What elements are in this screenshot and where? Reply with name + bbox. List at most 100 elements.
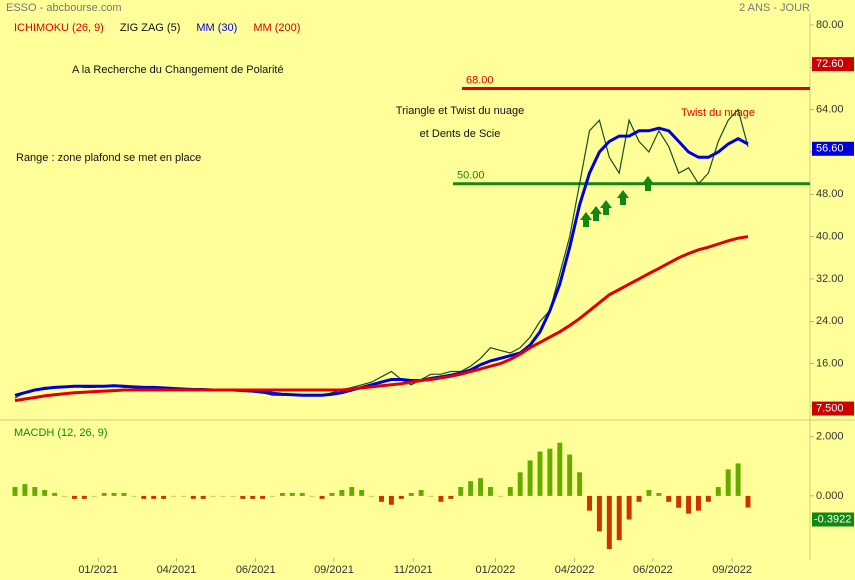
y-tick-label: 16.00	[816, 357, 844, 369]
macd-bar	[587, 495, 592, 511]
macd-bar	[339, 490, 345, 496]
macd-bar	[91, 495, 97, 497]
macd-bar	[101, 492, 107, 496]
macd-bar	[695, 495, 701, 511]
macd-bar	[190, 495, 196, 499]
moving-average	[14, 126, 749, 397]
macd-bar	[646, 490, 652, 496]
chart-subtitle: Range : zone plafond se met en place	[16, 152, 201, 164]
x-tick-label: 09/2021	[314, 564, 354, 576]
x-tick-label: 06/2022	[633, 564, 673, 576]
legend-entry: MM (200)	[253, 22, 300, 34]
axis-value-label: 72.60	[816, 58, 844, 70]
macd-bar	[388, 495, 394, 505]
x-tick-label: 11/2021	[394, 564, 433, 576]
axis-value-box	[812, 57, 854, 72]
axis-value-label: 7.500	[816, 402, 844, 414]
macd-bar	[12, 487, 18, 496]
legend-entry: ZIG ZAG (5)	[120, 22, 181, 34]
macd-bar	[438, 495, 444, 502]
x-tick-label: 09/2022	[712, 564, 752, 576]
macd-bar	[527, 460, 533, 496]
macd-bar	[517, 472, 523, 496]
moving-average	[14, 235, 749, 403]
macd-bar	[260, 495, 266, 499]
macd-bar	[369, 495, 375, 497]
legend-entry: MM (30)	[196, 22, 237, 34]
annotation: et Dents de Scie	[420, 128, 501, 140]
macd-bar	[240, 495, 246, 499]
macd-bar	[507, 487, 513, 496]
macd-bar	[81, 495, 87, 499]
macd-bar	[537, 451, 543, 496]
axis-value-box	[812, 512, 854, 527]
macd-bar	[735, 463, 741, 496]
legend-entry: ICHIMOKU (26, 9)	[14, 22, 104, 34]
macd-bar	[448, 495, 454, 499]
x-tick-label: 04/2022	[555, 564, 595, 576]
y-tick-label: 48.00	[816, 188, 844, 200]
macd-bar	[547, 448, 553, 496]
y-tick-label: 40.00	[816, 231, 844, 243]
macd-bar	[676, 495, 682, 508]
macd-bar	[478, 478, 484, 496]
macd-bar	[141, 495, 147, 499]
macd-bar	[62, 495, 68, 497]
macd-bar	[458, 487, 464, 496]
macd-bar	[349, 487, 355, 496]
x-tick-label: 01/2021	[78, 564, 118, 576]
y-tick-label: 80.00	[816, 19, 844, 31]
macd-bar	[151, 495, 157, 499]
macd-bar	[230, 495, 236, 497]
macd-bar	[52, 492, 58, 496]
y-tick-label: 32.00	[816, 273, 844, 285]
macd-bar	[398, 495, 404, 499]
y-tick-label: 64.00	[816, 104, 844, 116]
macd-label: MACDH (12, 26, 9)	[14, 427, 108, 439]
x-tick-label: 01/2022	[476, 564, 516, 576]
macd-bar	[715, 487, 721, 496]
macd-bar	[32, 487, 38, 496]
axis-value-box	[812, 141, 854, 156]
macd-bar	[636, 495, 642, 502]
macd-bar	[606, 495, 612, 550]
macd-bar	[111, 492, 117, 496]
macd-bar	[299, 492, 305, 496]
macd-bar	[71, 495, 77, 499]
macd-bar	[626, 495, 632, 520]
macd-bar	[131, 495, 137, 497]
macd-bar	[42, 490, 48, 496]
macd-bar	[408, 492, 414, 496]
macd-bar	[418, 490, 424, 496]
macd-bar	[309, 495, 315, 497]
level-label: 68.00	[466, 74, 494, 86]
macd-bar	[22, 484, 28, 496]
level-label: 50.00	[457, 170, 485, 182]
macd-bar	[289, 492, 295, 496]
macd-bar	[557, 442, 563, 496]
annotation: Twist du nuage	[681, 107, 755, 119]
macd-bar	[686, 495, 692, 514]
macd-bar	[725, 469, 731, 496]
macd-bar	[567, 454, 573, 496]
source: ESSO - abcbourse.com	[6, 2, 122, 14]
macd-bar	[705, 495, 711, 502]
macd-bar	[616, 495, 622, 541]
macd-bar	[180, 495, 186, 497]
macd-bar	[745, 495, 751, 508]
chart-title: A la Recherche du Changement de Polarité	[72, 64, 284, 76]
macd-bar	[487, 487, 493, 496]
macd-bar	[220, 495, 226, 497]
macd-bar	[359, 490, 365, 496]
macd-bar	[379, 495, 384, 502]
macd-bar	[161, 495, 167, 499]
x-tick-label: 06/2021	[236, 564, 276, 576]
macd-bar	[666, 495, 672, 502]
macd-bar	[200, 495, 206, 499]
macd-bar	[329, 492, 335, 496]
macd-bar	[171, 495, 176, 497]
annotation: Triangle et Twist du nuage	[396, 105, 524, 117]
macd-bar	[121, 492, 127, 496]
